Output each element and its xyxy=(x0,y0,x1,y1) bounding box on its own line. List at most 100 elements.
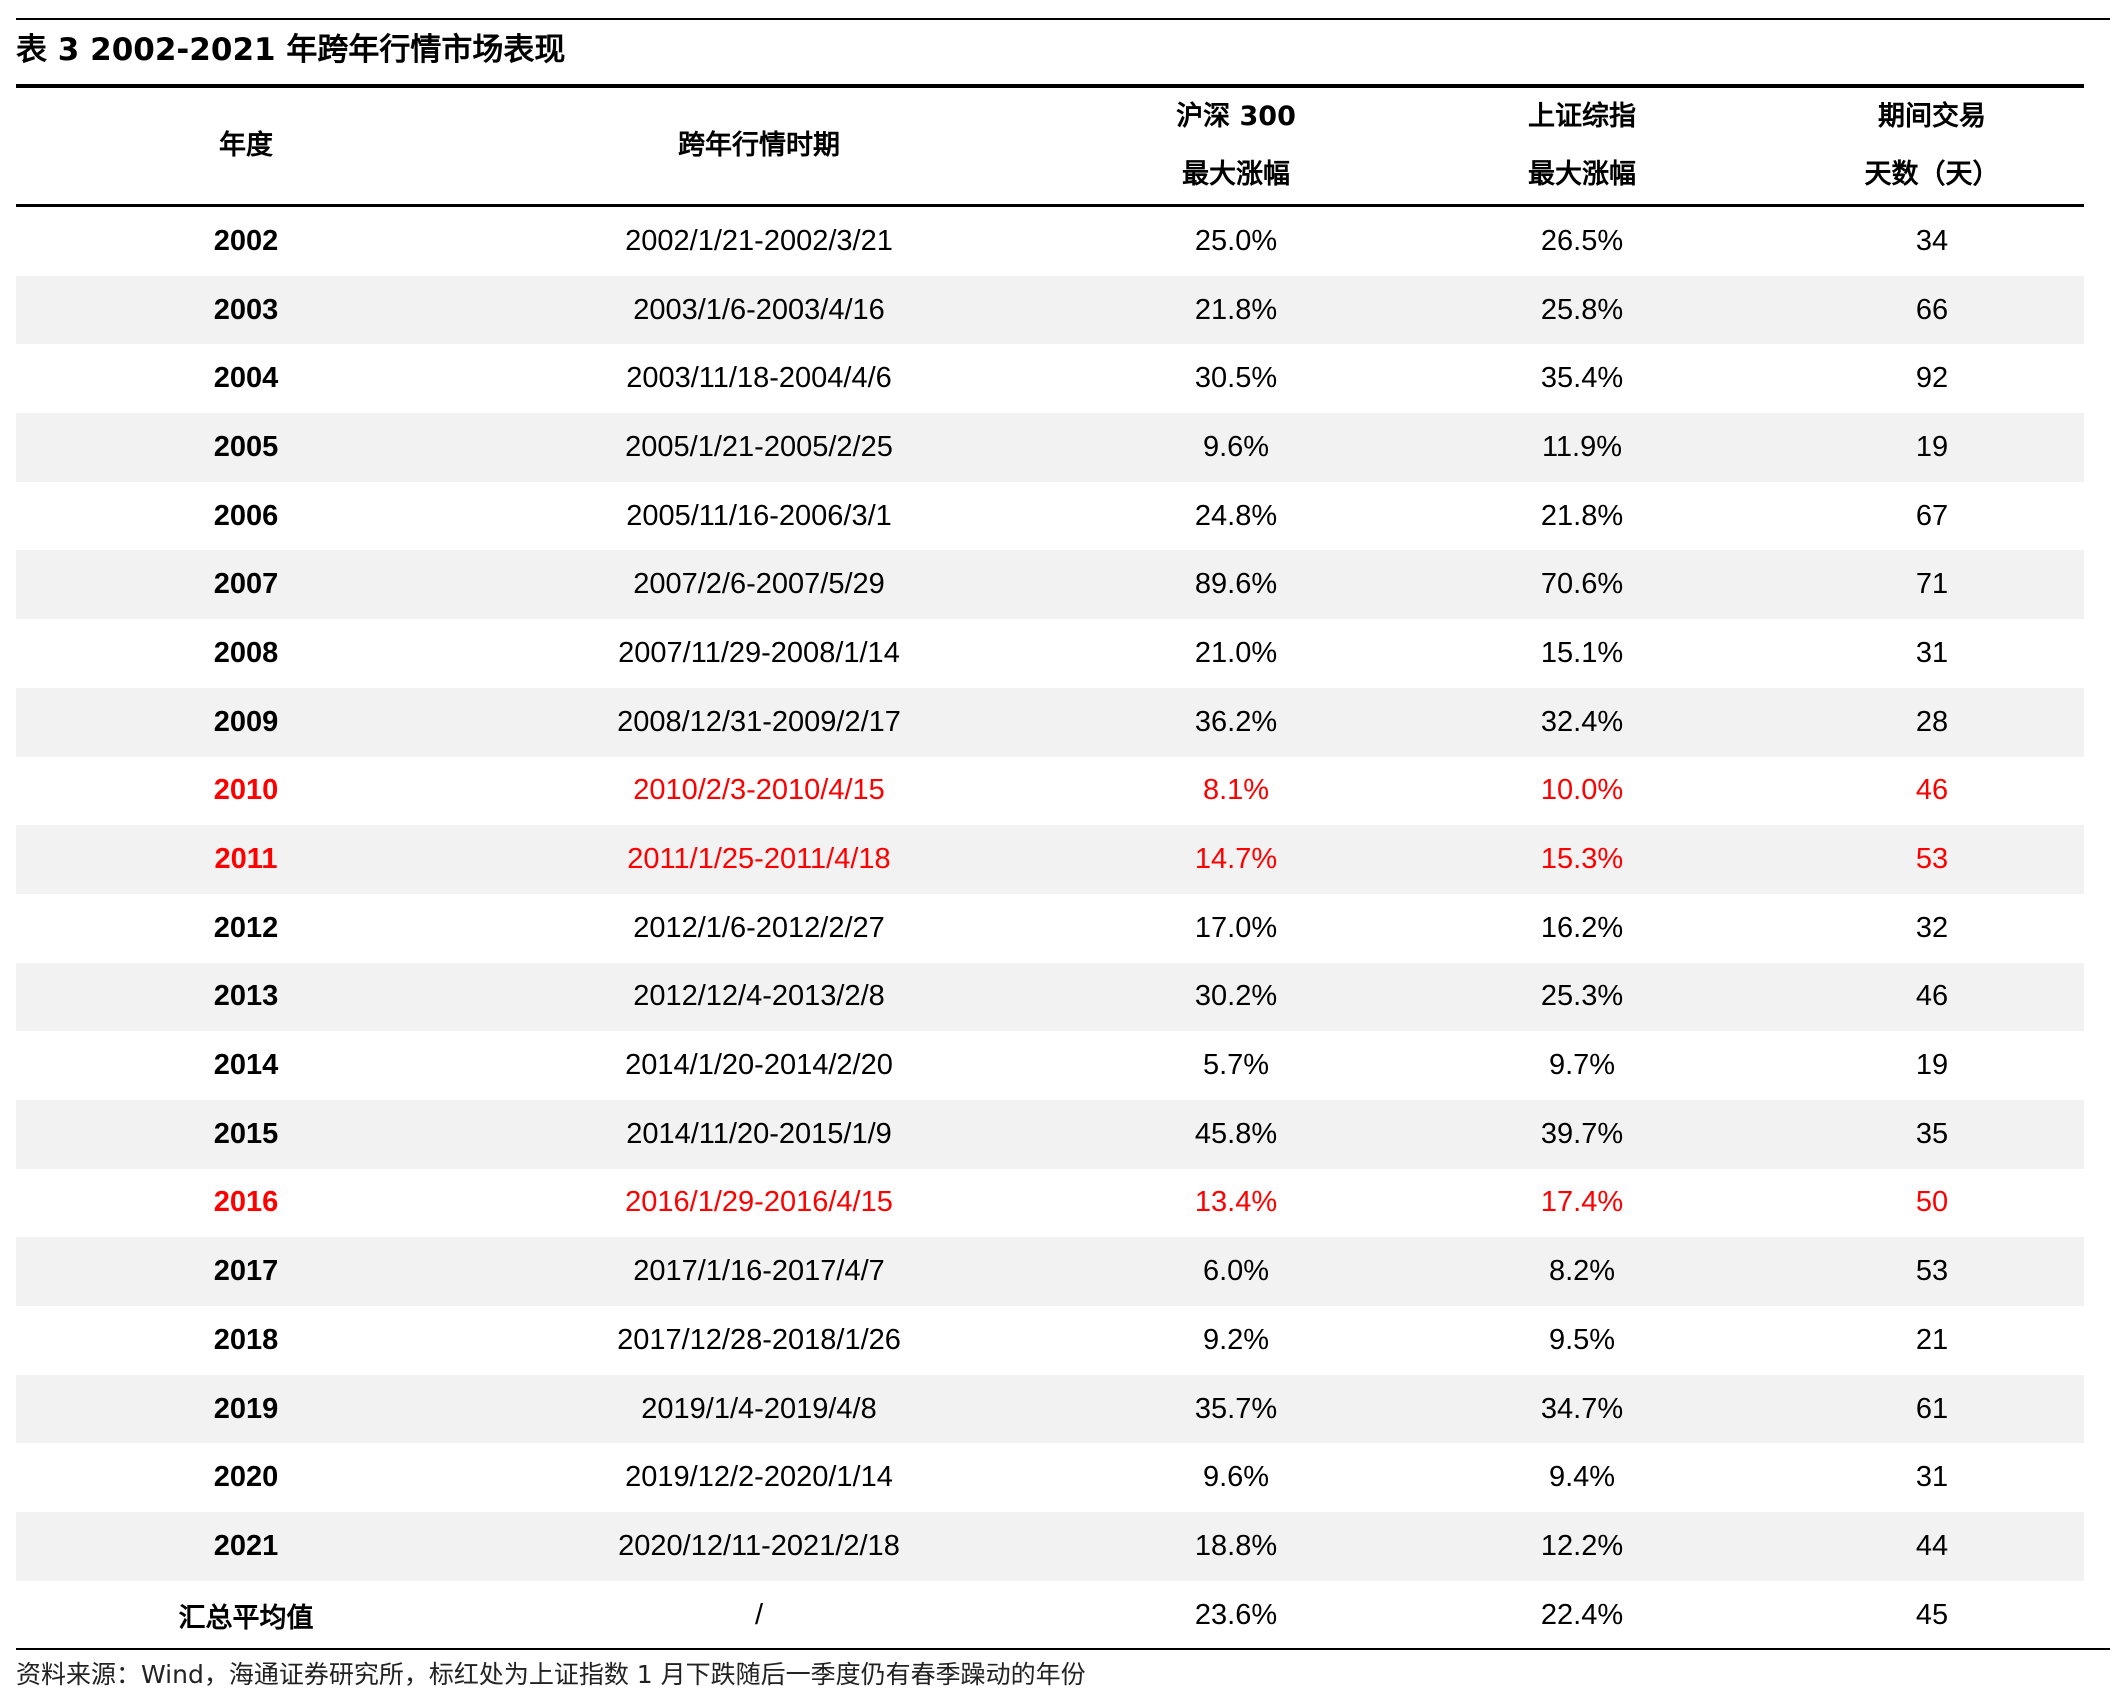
year-cell: 2004 xyxy=(213,362,279,395)
trading-days-cell: 19 xyxy=(1915,430,1949,463)
szzz-gain-cell: 12.2% xyxy=(1540,1529,1624,1562)
trading-days-cell: 35 xyxy=(1915,1117,1949,1150)
year-cell: 2008 xyxy=(213,636,279,669)
header-hs300: 沪深 300 最大涨幅 xyxy=(1116,88,1356,204)
hs300-gain-cell: 6.0% xyxy=(1202,1255,1270,1288)
table-row: 2006 2005/11/16-2006/3/1 24.8% 21.8% 67 xyxy=(16,482,2084,551)
table-row: 2003 2003/1/6-2003/4/16 21.8% 25.8% 66 xyxy=(16,275,2084,345)
table-row: 2010 2010/2/3-2010/4/15 8.1% 10.0% 46 xyxy=(16,757,2084,826)
summary-period: / xyxy=(754,1598,764,1631)
period-cell: 2007/2/6-2007/5/29 xyxy=(633,568,885,601)
szzz-gain-cell: 21.8% xyxy=(1540,499,1624,532)
table-row: 2017 2017/1/16-2017/4/7 6.0% 8.2% 53 xyxy=(16,1237,2084,1306)
header-szzz-line2: 最大涨幅 xyxy=(1528,159,1636,190)
hs300-gain-cell: 21.8% xyxy=(1194,293,1278,326)
table-row: 2014 2014/1/20-2014/2/20 5.7% 9.7% 19 xyxy=(16,1031,2084,1100)
hs300-gain-cell: 14.7% xyxy=(1194,843,1278,876)
trading-days-cell: 46 xyxy=(1915,774,1949,807)
year-cell: 2018 xyxy=(213,1323,279,1356)
table-row: 2004 2003/11/18-2004/4/6 30.5% 35.4% 92 xyxy=(16,344,2084,413)
trading-days-cell: 71 xyxy=(1915,568,1949,601)
trading-days-cell: 66 xyxy=(1915,293,1949,326)
year-cell: 2014 xyxy=(213,1049,279,1082)
trading-days-cell: 61 xyxy=(1915,1392,1949,1425)
hs300-gain-cell: 5.7% xyxy=(1202,1049,1270,1082)
summary-days: 45 xyxy=(1915,1598,1949,1631)
header-days-line1: 期间交易 xyxy=(1878,101,1986,132)
szzz-gain-cell: 70.6% xyxy=(1540,568,1624,601)
year-cell: 2021 xyxy=(213,1529,279,1562)
year-cell: 2012 xyxy=(213,911,279,944)
table-row: 2007 2007/2/6-2007/5/29 89.6% 70.6% 71 xyxy=(16,550,2084,620)
szzz-gain-cell: 32.4% xyxy=(1540,705,1624,738)
year-cell: 2009 xyxy=(213,705,279,738)
table-row: 2016 2016/1/29-2016/4/15 13.4% 17.4% 50 xyxy=(16,1169,2084,1238)
szzz-gain-cell: 9.7% xyxy=(1548,1049,1616,1082)
year-cell: 2007 xyxy=(213,568,279,601)
period-cell: 2002/1/21-2002/3/21 xyxy=(625,224,893,257)
hs300-gain-cell: 9.6% xyxy=(1202,1461,1270,1494)
hs300-gain-cell: 13.4% xyxy=(1194,1186,1278,1219)
trading-days-cell: 53 xyxy=(1915,843,1949,876)
period-cell: 2005/1/21-2005/2/25 xyxy=(625,430,893,463)
trading-days-cell: 50 xyxy=(1915,1186,1949,1219)
period-cell: 2014/11/20-2015/1/9 xyxy=(626,1117,892,1150)
hs300-gain-cell: 89.6% xyxy=(1194,568,1278,601)
szzz-gain-cell: 8.2% xyxy=(1548,1255,1616,1288)
period-cell: 2010/2/3-2010/4/15 xyxy=(633,774,885,807)
header-top-rule xyxy=(16,84,2084,88)
year-cell: 2006 xyxy=(213,499,279,532)
source-note: 资料来源：Wind，海通证券研究所，标红处为上证指数 1 月下跌随后一季度仍有春… xyxy=(16,1660,1086,1689)
table-row: 2013 2012/12/4-2013/2/8 30.2% 25.3% 46 xyxy=(16,962,2084,1032)
table-row: 2009 2008/12/31-2009/2/17 36.2% 32.4% 28 xyxy=(16,687,2084,757)
table-row: 2020 2019/12/2-2020/1/14 9.6% 9.4% 31 xyxy=(16,1443,2084,1512)
period-cell: 2005/11/16-2006/3/1 xyxy=(626,499,892,532)
hs300-gain-cell: 35.7% xyxy=(1194,1392,1278,1425)
hs300-gain-cell: 18.8% xyxy=(1194,1529,1278,1562)
header-bottom-rule xyxy=(16,204,2084,207)
header-days: 期间交易 天数（天） xyxy=(1812,88,2052,204)
header-hs300-line1: 沪深 300 xyxy=(1176,101,1296,132)
period-cell: 2020/12/11-2021/2/18 xyxy=(618,1529,900,1562)
table-row: 2019 2019/1/4-2019/4/8 35.7% 34.7% 61 xyxy=(16,1374,2084,1444)
period-cell: 2008/12/31-2009/2/17 xyxy=(617,705,901,738)
trading-days-cell: 28 xyxy=(1915,705,1949,738)
table-header: 年度 跨年行情时期 沪深 300 最大涨幅 上证综指 最大涨幅 期间交易 天数（… xyxy=(16,88,2084,204)
header-days-line2: 天数（天） xyxy=(1864,159,2000,190)
trading-days-cell: 34 xyxy=(1915,224,1949,257)
period-cell: 2016/1/29-2016/4/15 xyxy=(625,1186,893,1219)
period-cell: 2019/1/4-2019/4/8 xyxy=(641,1392,877,1425)
table-row: 2018 2017/12/28-2018/1/26 9.2% 9.5% 21 xyxy=(16,1306,2084,1375)
trading-days-cell: 92 xyxy=(1915,362,1949,395)
szzz-gain-cell: 15.1% xyxy=(1540,636,1624,669)
trading-days-cell: 19 xyxy=(1915,1049,1949,1082)
hs300-gain-cell: 17.0% xyxy=(1194,911,1278,944)
table-row: 2005 2005/1/21-2005/2/25 9.6% 11.9% 19 xyxy=(16,413,2084,482)
szzz-gain-cell: 16.2% xyxy=(1540,911,1624,944)
year-cell: 2003 xyxy=(213,293,279,326)
trading-days-cell: 31 xyxy=(1915,636,1949,669)
table-body: 2002 2002/1/21-2002/3/21 25.0% 26.5% 34 2003 2… xyxy=(16,207,2084,1649)
header-hs300-line2: 最大涨幅 xyxy=(1182,159,1290,190)
table-title: 表 3 2002-2021 年跨年行情市场表现 xyxy=(16,32,566,68)
period-cell: 2017/12/28-2018/1/26 xyxy=(617,1323,901,1356)
table-row: 2012 2012/1/6-2012/2/27 17.0% 16.2% 32 xyxy=(16,894,2084,963)
szzz-gain-cell: 10.0% xyxy=(1540,774,1624,807)
table-row: 2002 2002/1/21-2002/3/21 25.0% 26.5% 34 xyxy=(16,207,2084,276)
header-szzz: 上证综指 最大涨幅 xyxy=(1462,88,1702,204)
hs300-gain-cell: 21.0% xyxy=(1194,636,1278,669)
trading-days-cell: 21 xyxy=(1915,1323,1949,1356)
trading-days-cell: 67 xyxy=(1915,499,1949,532)
szzz-gain-cell: 9.4% xyxy=(1548,1461,1616,1494)
trading-days-cell: 53 xyxy=(1915,1255,1949,1288)
period-cell: 2019/12/2-2020/1/14 xyxy=(625,1461,893,1494)
szzz-gain-cell: 35.4% xyxy=(1540,362,1624,395)
szzz-gain-cell: 17.4% xyxy=(1540,1186,1624,1219)
szzz-gain-cell: 39.7% xyxy=(1540,1117,1624,1150)
year-cell: 2017 xyxy=(213,1255,279,1288)
table-bottom-rule xyxy=(16,1648,2110,1650)
hs300-gain-cell: 36.2% xyxy=(1194,705,1278,738)
hs300-gain-cell: 30.2% xyxy=(1194,980,1278,1013)
hs300-gain-cell: 8.1% xyxy=(1202,774,1270,807)
year-cell: 2015 xyxy=(213,1117,279,1150)
